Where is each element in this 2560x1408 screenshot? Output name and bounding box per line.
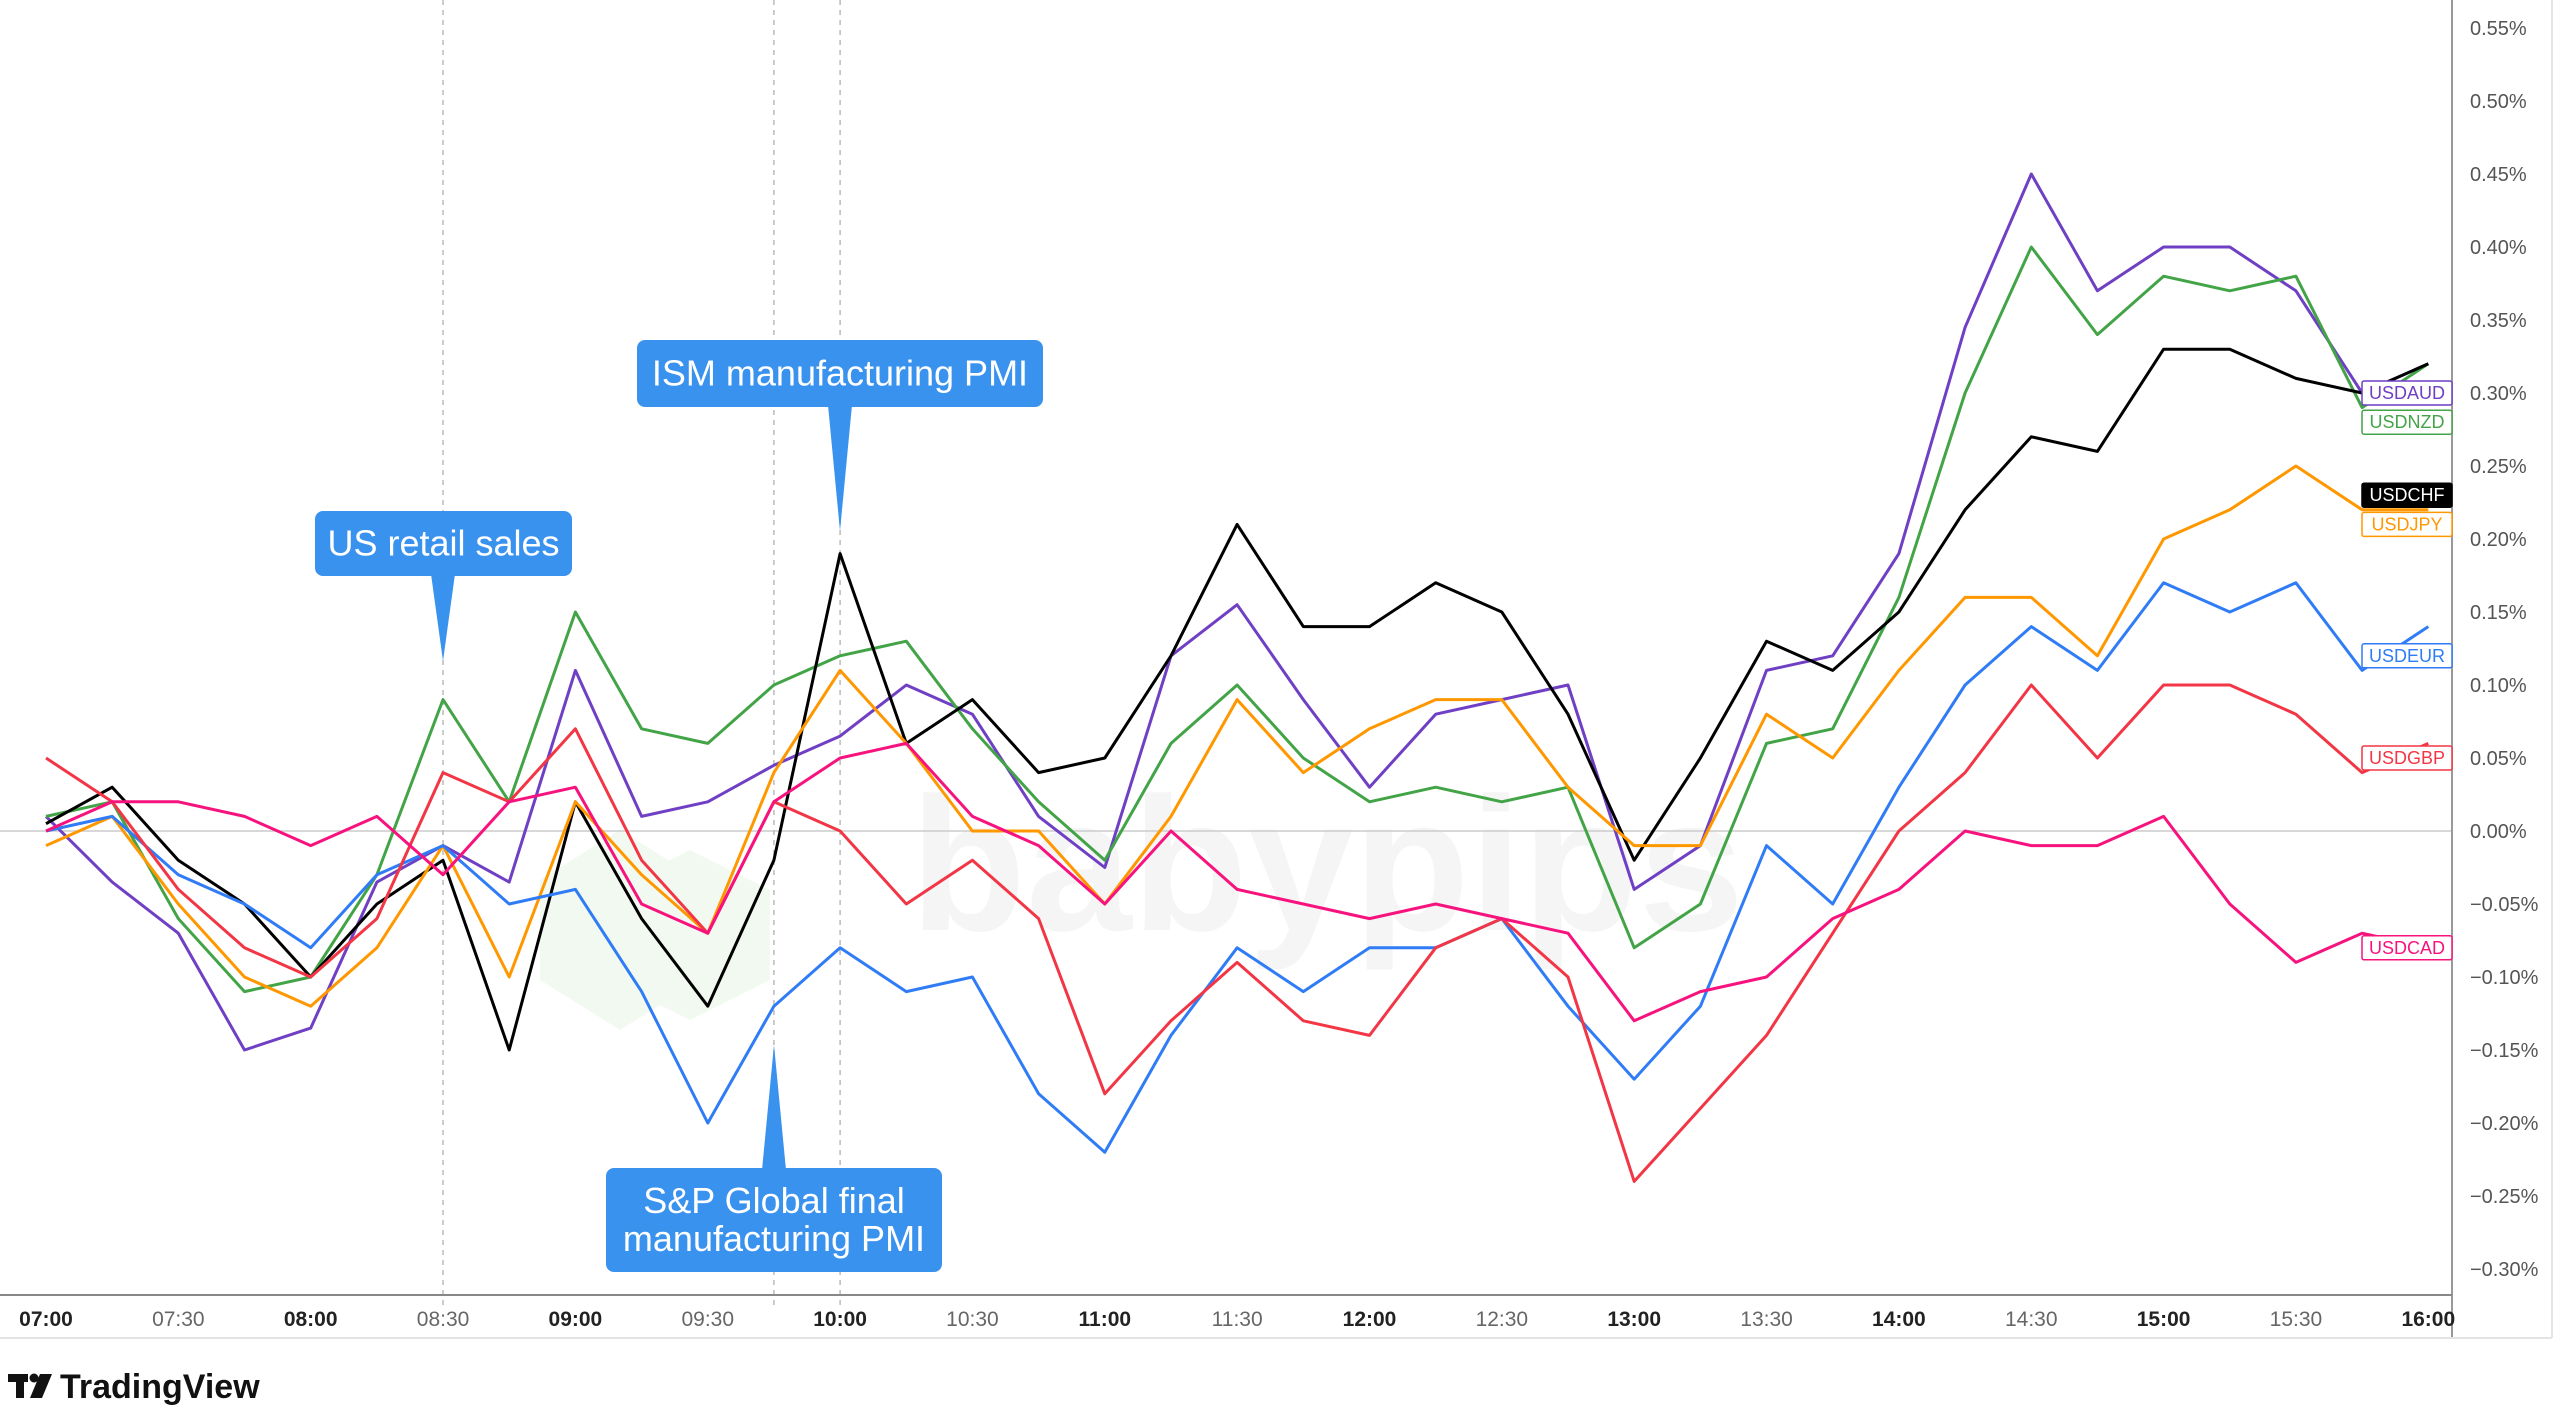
series-line-usdgbp	[45, 683, 2429, 1183]
callout-pointer	[828, 405, 852, 531]
y-tick-label: −0.15%	[2470, 1040, 2539, 1062]
y-tick-label: 0.05%	[2470, 748, 2527, 770]
y-tick-label: −0.25%	[2470, 1186, 2539, 1208]
series-label-text: USDCAD	[2369, 938, 2445, 958]
event-callout: US retail sales	[315, 511, 572, 661]
x-tick-label: 08:00	[284, 1308, 338, 1331]
tradingview-logo-icon	[8, 1373, 52, 1398]
x-tick-label: 08:30	[417, 1308, 470, 1331]
callout-box	[315, 511, 572, 576]
series-lines	[44, 172, 2430, 1183]
y-tick-label: −0.30%	[2470, 1259, 2539, 1281]
series-label-usdchf: USDCHF	[2361, 482, 2453, 508]
series-label-usdcad: USDCAD	[2361, 935, 2453, 961]
callout-text: S&P Global final	[643, 1180, 905, 1221]
series-label-text: USDJPY	[2371, 514, 2442, 534]
series-label-box	[2361, 511, 2453, 538]
y-tick-label: 0.25%	[2470, 456, 2527, 478]
x-tick-label: 16:00	[2401, 1308, 2455, 1331]
y-tick-label: 0.15%	[2470, 602, 2527, 624]
series-label-box	[2361, 482, 2453, 508]
event-callout: ISM manufacturing PMI	[637, 340, 1043, 531]
x-tick-label: 11:00	[1079, 1308, 1132, 1331]
series-line-usdnzd	[45, 245, 2430, 994]
x-tick-label: 09:00	[549, 1308, 603, 1331]
series-label-usdaud: USDAUD	[2361, 380, 2453, 406]
y-tick-label: −0.20%	[2470, 1113, 2539, 1135]
y-tick-label: 0.40%	[2470, 237, 2527, 259]
callout-box	[606, 1168, 942, 1272]
series-line-usdcad	[45, 741, 2429, 1023]
y-tick-label: 0.55%	[2470, 18, 2527, 40]
y-tick-label: −0.05%	[2470, 894, 2539, 916]
x-tick-label: 07:00	[19, 1308, 73, 1331]
tradingview-logo-text: TradingView	[60, 1368, 260, 1406]
series-label-usdgbp: USDGBP	[2361, 745, 2453, 771]
y-axis-ticks: 0.55% 0.50% 0.45% 0.40% 0.35% 0.30% 0.25% 0.20%…	[2470, 18, 2539, 1281]
event-callouts: US retail sales ISM manufacturing PMI S&P …	[315, 340, 1043, 1272]
series-label-usdnzd: USDNZD	[2361, 409, 2453, 435]
x-tick-label: 14:30	[2005, 1308, 2058, 1331]
series-label-box	[2361, 745, 2453, 771]
x-tick-label: 10:30	[946, 1308, 999, 1331]
x-tick-label: 09:30	[681, 1308, 734, 1331]
y-tick-label: −0.10%	[2470, 967, 2539, 989]
series-labels: USDAUD USDNZD USDCHF USDJPY USDEUR USDGBP USDC…	[2361, 380, 2453, 961]
series-line-usdeur	[45, 581, 2430, 1154]
series-label-box	[2361, 643, 2453, 669]
series-label-box	[2361, 380, 2453, 406]
x-tick-label: 15:00	[2137, 1308, 2191, 1331]
series-label-usdeur: USDEUR	[2361, 643, 2453, 669]
series-label-text: USDGBP	[2369, 748, 2445, 768]
callout-text: manufacturing PMI	[623, 1218, 925, 1259]
y-tick-label: 0.35%	[2470, 310, 2527, 332]
series-label-text: USDNZD	[2370, 412, 2445, 432]
series-label-text: USDCHF	[2370, 485, 2445, 505]
y-tick-label: 0.20%	[2470, 529, 2527, 551]
x-tick-label: 12:30	[1476, 1308, 1529, 1331]
series-label-text: USDAUD	[2369, 383, 2445, 403]
x-tick-label: 15:30	[2270, 1308, 2323, 1331]
series-label-box	[2361, 935, 2453, 961]
watermark-text: babypips	[910, 759, 1744, 971]
y-tick-label: 0.00%	[2470, 821, 2527, 843]
tradingview-logo: TradingView	[8, 1368, 260, 1406]
y-tick-label: 0.45%	[2470, 164, 2527, 186]
x-tick-label: 10:00	[813, 1308, 867, 1331]
series-line-usdchf	[45, 347, 2429, 1052]
series-label-text: USDEUR	[2369, 646, 2445, 666]
x-tick-label: 13:00	[1607, 1308, 1661, 1331]
callout-pointer	[762, 1045, 786, 1170]
x-tick-label: 13:30	[1740, 1308, 1793, 1331]
x-tick-label: 12:00	[1343, 1308, 1397, 1331]
callout-text: ISM manufacturing PMI	[652, 353, 1028, 394]
x-tick-label: 11:30	[1212, 1308, 1263, 1331]
y-tick-label: 0.10%	[2470, 675, 2527, 697]
y-tick-label: 0.30%	[2470, 383, 2527, 405]
x-tick-label: 14:00	[1872, 1308, 1926, 1331]
x-tick-label: 07:30	[152, 1308, 205, 1331]
y-tick-label: 0.50%	[2470, 91, 2527, 113]
callout-box	[637, 340, 1043, 407]
callout-pointer	[431, 574, 455, 661]
x-axis-ticks: 07:00 07:30 08:00 08:30 09:00 09:30 10:00 10:30…	[19, 1308, 2455, 1331]
series-label-usdjpy: USDJPY	[2361, 511, 2453, 538]
callout-text: US retail sales	[327, 523, 559, 564]
series-label-box	[2361, 409, 2453, 435]
